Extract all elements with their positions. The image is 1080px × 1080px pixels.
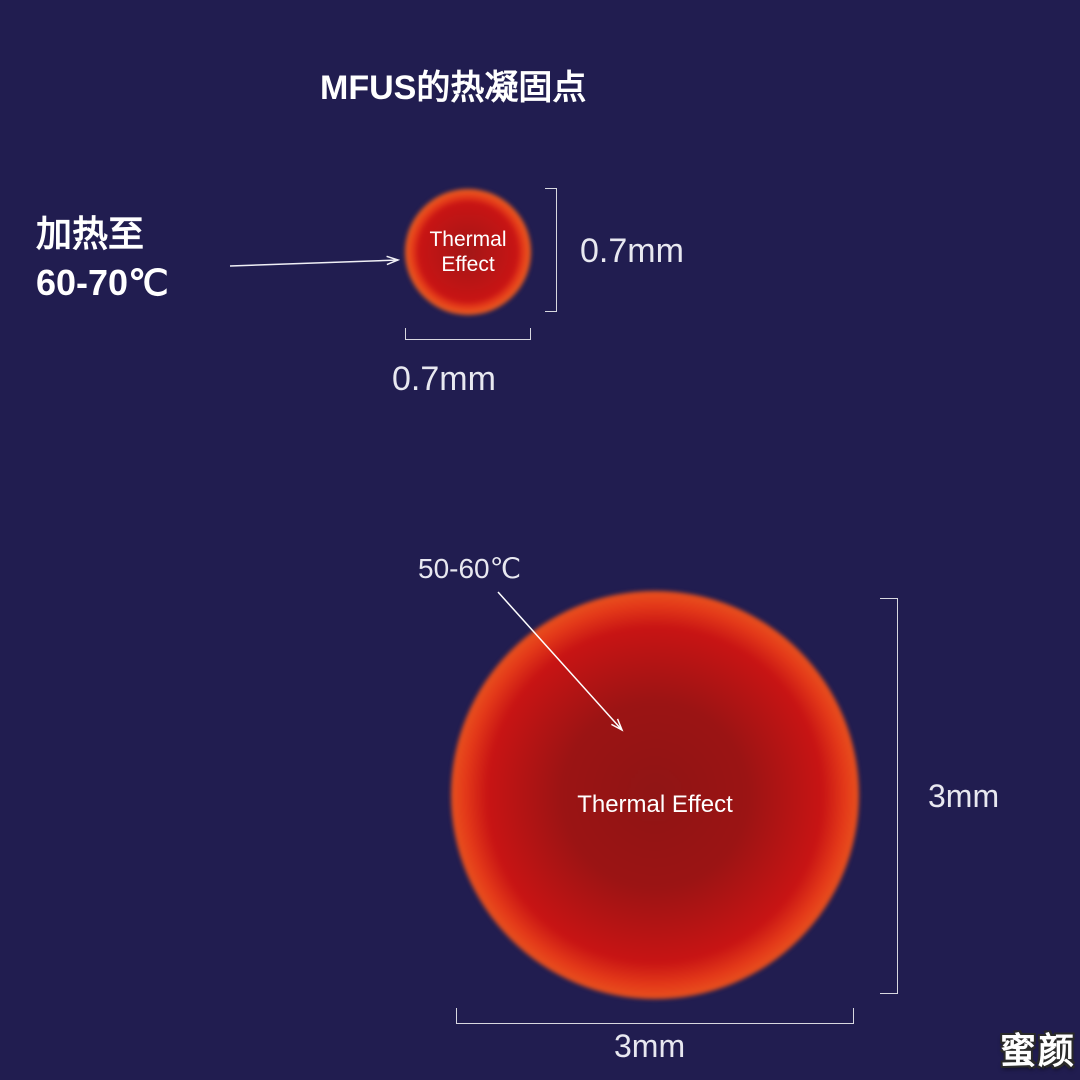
dimension-label-large-right: 3mm xyxy=(928,778,999,815)
arrow-large xyxy=(0,0,1080,1080)
watermark: 蜜颜 xyxy=(1000,1022,1076,1074)
dimension-label-large-bottom: 3mm xyxy=(614,1028,685,1065)
dimension-bracket-large-right xyxy=(880,598,898,994)
dimension-bracket-large-bottom xyxy=(456,1008,854,1024)
